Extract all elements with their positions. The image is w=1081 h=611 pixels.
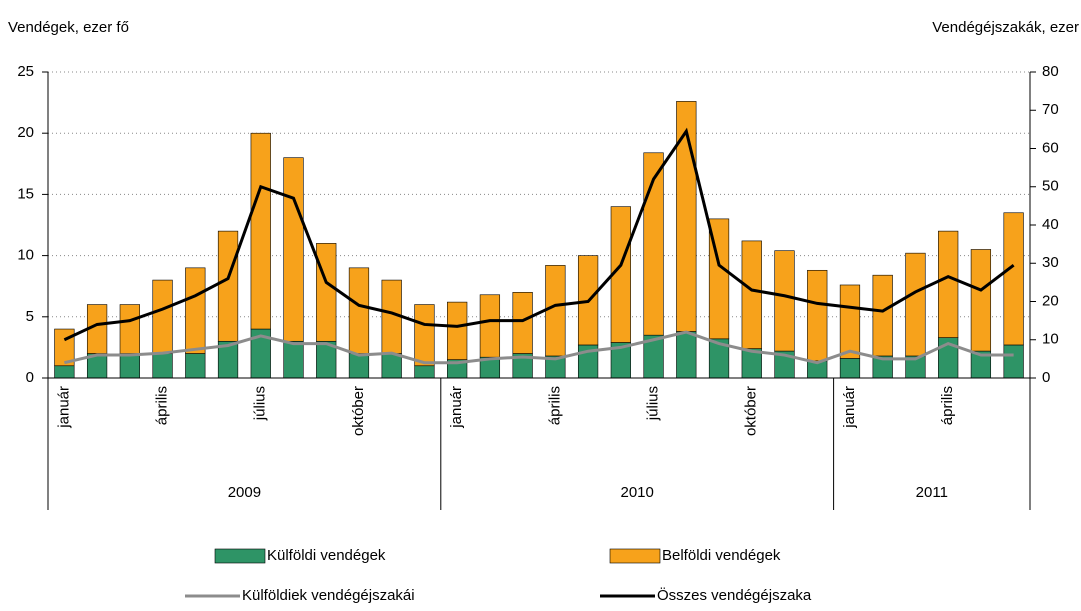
x-tick-label: április	[546, 386, 563, 425]
bar-segment	[283, 157, 304, 342]
y2-tick-label: 70	[1042, 101, 1059, 118]
y2-tick-label: 80	[1042, 63, 1059, 80]
bar-segment	[938, 230, 959, 338]
legend-label: Külföldiek vendégéjszakái	[242, 587, 415, 604]
x-tick-label: január	[55, 386, 72, 429]
bar-segment	[217, 230, 239, 342]
bar-segment	[348, 267, 370, 354]
bar-segment	[250, 132, 271, 330]
bar-segment	[348, 353, 370, 379]
bar-segment	[54, 365, 75, 379]
bar-segment	[970, 249, 992, 352]
group-label: 2009	[228, 484, 261, 501]
bar-segment	[839, 284, 861, 359]
legend-swatch	[214, 548, 266, 564]
bar-segment	[807, 269, 828, 362]
bar-segment	[774, 250, 795, 352]
y2-tick-label: 50	[1042, 178, 1059, 195]
bar-segment	[185, 353, 206, 379]
group-label: 2011	[916, 484, 948, 501]
bar-segment	[512, 292, 533, 354]
bar-segment	[119, 353, 140, 379]
line	[64, 330, 1014, 365]
bar-segment	[152, 279, 173, 354]
bar-segment	[545, 265, 566, 357]
y-tick-label: 5	[26, 308, 34, 325]
bar-segment	[119, 304, 140, 354]
y2-tick-label: 30	[1042, 254, 1059, 271]
y2-tick-label: 20	[1042, 292, 1059, 309]
line	[63, 127, 1015, 342]
bar-segment	[414, 365, 435, 379]
bar-segment	[283, 340, 304, 379]
bar-segment	[414, 304, 435, 367]
bar-segment	[1003, 344, 1024, 379]
bar-segment	[381, 353, 402, 379]
bar-segment	[152, 353, 173, 379]
bar-segment	[316, 243, 337, 342]
bar-segment	[872, 274, 893, 357]
legend-swatch	[609, 548, 661, 564]
bar-segment	[1003, 212, 1024, 346]
x-tick-label: január	[448, 386, 465, 429]
bar-segment	[741, 240, 762, 349]
bar-segment	[905, 252, 926, 357]
legend-label: Belföldi vendégek	[662, 547, 781, 564]
y2-tick-label: 60	[1042, 139, 1059, 156]
bar-segment	[479, 294, 501, 358]
x-tick-label: április	[939, 386, 956, 425]
bar-segment	[185, 267, 206, 354]
y-tick-label: 10	[17, 247, 34, 264]
x-tick-label: április	[154, 386, 171, 425]
y-tick-label: 15	[17, 185, 34, 202]
y2-axis-label: Vendégéjszakák, ezer	[932, 19, 1079, 36]
x-tick-label: július	[252, 386, 269, 421]
legend-label: Összes vendégéjszaka	[657, 586, 812, 604]
bar-segment	[447, 301, 468, 360]
x-tick-label: október	[743, 386, 760, 436]
group-label: 2010	[621, 484, 654, 501]
y2-tick-label: 10	[1042, 331, 1059, 348]
y-tick-label: 0	[26, 369, 34, 386]
y-axis-label: Vendégek, ezer fő	[8, 19, 129, 36]
x-tick-label: július	[645, 386, 662, 421]
y-tick-label: 20	[17, 124, 34, 141]
legend-label: Külföldi vendégek	[267, 547, 386, 564]
bar-segment	[839, 358, 861, 379]
y-tick-label: 25	[17, 63, 34, 80]
bar-segment	[676, 331, 697, 379]
bar-segment	[643, 152, 664, 336]
y2-tick-label: 40	[1042, 216, 1059, 233]
x-tick-label: október	[350, 386, 367, 436]
x-tick-label: január	[841, 386, 858, 429]
y2-tick-label: 0	[1042, 369, 1050, 386]
